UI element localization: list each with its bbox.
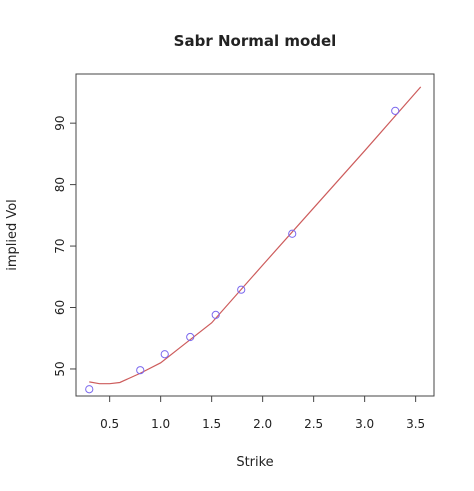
data-point [391,106,400,115]
data-point [136,366,145,375]
fit-curve [89,86,422,385]
x-tick-label: 0.5 [100,417,119,431]
data-point [85,385,94,394]
data-point [211,310,220,319]
x-tick-label: 3.0 [355,417,374,431]
x-axis-label: Strike [236,455,273,470]
x-tick-label: 2.5 [304,417,323,431]
chart-title: Sabr Normal model [174,32,337,50]
x-tick-label: 1.5 [202,417,221,431]
y-tick-label: 90 [53,116,67,131]
x-tick-label: 1.0 [151,417,170,431]
y-tick-label: 80 [53,177,67,192]
data-point [186,332,195,342]
x-tick-label: 2.0 [253,417,272,431]
x-tick-label: 3.5 [406,417,425,431]
y-tick-label: 70 [53,238,67,253]
y-tick-label: 50 [53,361,67,376]
data-point [160,350,169,359]
plot-box [75,73,435,397]
data-point [288,229,297,238]
data-point [237,285,246,294]
y-tick-label: 60 [53,300,67,315]
y-axis-label: implied Vol [5,199,20,271]
